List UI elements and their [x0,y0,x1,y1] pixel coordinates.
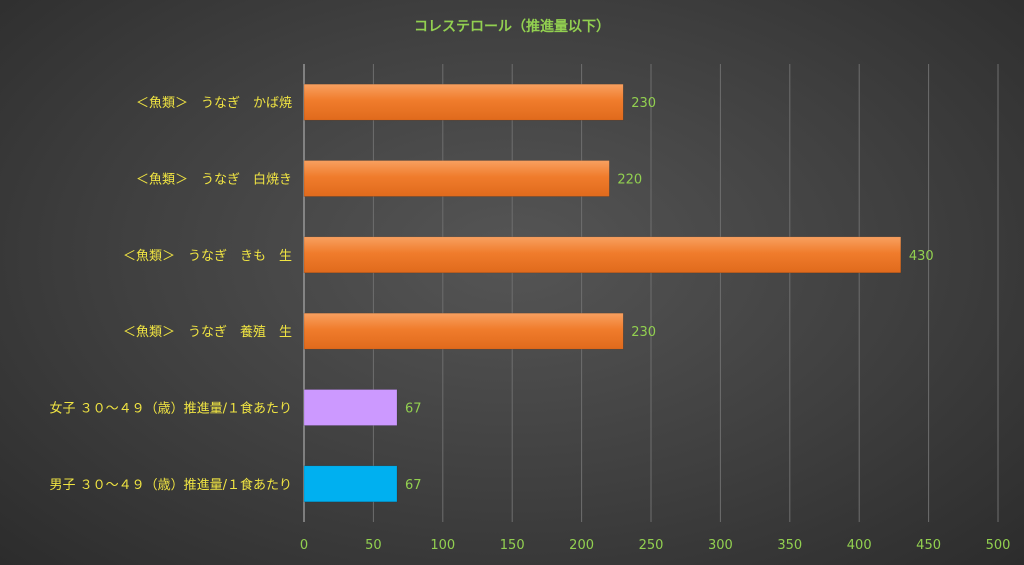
x-tick-label: 250 [639,538,664,553]
category-label: ＜魚類＞ うなぎ 養殖 生 [123,324,292,340]
bar [303,160,610,197]
x-tick-label: 400 [847,538,872,553]
data-label: 230 [631,96,656,111]
category-label: ＜魚類＞ うなぎ きも 生 [123,249,292,264]
data-label: 67 [405,478,422,493]
category-label: ＜魚類＞ うなぎ 白焼き [136,172,292,188]
x-tick-label: 0 [300,538,308,553]
x-tick-label: 50 [365,538,382,553]
x-tick-label: 500 [986,538,1011,553]
x-tick-label: 200 [569,538,594,553]
x-axis-ticks: 0 50 100 150 200 250 300 350 400 450 500 [300,538,1011,553]
x-tick-label: 300 [708,538,733,553]
bar [303,312,624,350]
category-label: 男子 ３０～４９（歳）推進量/１食あたり [49,477,292,493]
data-label: 67 [405,402,422,417]
bar [303,236,902,274]
x-tick-label: 150 [500,538,525,553]
data-label: 220 [617,173,642,188]
x-tick-label: 350 [777,538,802,553]
category-labels: ＜魚類＞ うなぎ かば焼 ＜魚類＞ うなぎ 白焼き ＜魚類＞ うなぎ きも 生 ＜魚類… [49,96,292,493]
bar [303,465,398,503]
data-label: 430 [909,249,934,264]
category-label: 女子 ３０～４９（歳）推進量/１食あたり [49,401,292,417]
x-tick-label: 450 [916,538,941,553]
grid [303,64,999,522]
bars: 230 220 430 230 67 67 [303,83,934,503]
chart-title: コレステロール（推進量以下） [414,18,610,35]
data-label: 230 [631,325,656,340]
x-tick-label: 100 [430,538,455,553]
category-label: ＜魚類＞ うなぎ かば焼 [136,96,292,111]
bar [303,83,624,121]
bar [303,389,398,426]
